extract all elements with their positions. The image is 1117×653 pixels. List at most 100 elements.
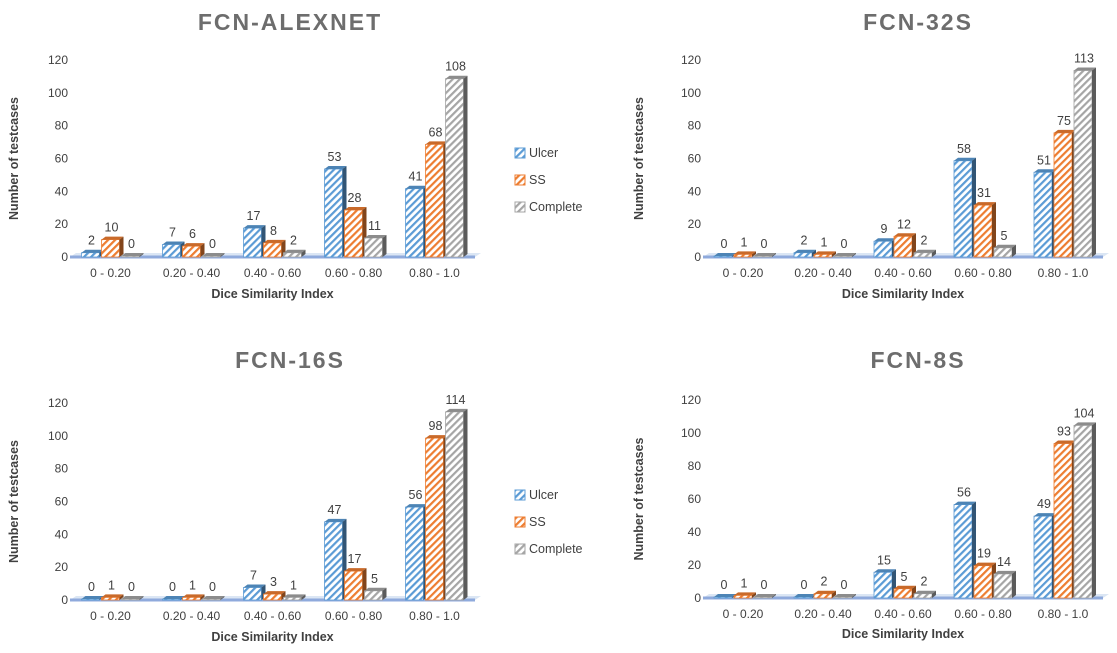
bar-complete-1 bbox=[121, 596, 144, 601]
bar-ulcer-5 bbox=[1033, 169, 1056, 258]
x-axis-label: Dice Similarity Index bbox=[211, 630, 333, 644]
legend-swatch-ss bbox=[514, 516, 526, 528]
x-tick-label: 0.40 - 0.60 bbox=[244, 266, 302, 280]
data-label: 0 bbox=[761, 237, 768, 251]
y-tick-label: 80 bbox=[55, 119, 69, 133]
bar-ss-1 bbox=[101, 594, 124, 601]
bar-ulcer-4 bbox=[324, 165, 347, 258]
data-label: 113 bbox=[1074, 51, 1094, 65]
data-label: 1 bbox=[189, 578, 196, 592]
bar-ss-3 bbox=[263, 591, 286, 601]
bar-complete-2 bbox=[833, 594, 856, 599]
y-tick-label: 0 bbox=[694, 591, 701, 605]
data-label: 2 bbox=[921, 234, 928, 248]
x-tick-label: 0 - 0.20 bbox=[723, 607, 764, 621]
data-label: 1 bbox=[108, 578, 115, 592]
x-tick-label: 0.80 - 1.0 bbox=[1038, 607, 1089, 621]
y-tick-label: 60 bbox=[688, 492, 702, 506]
data-label: 1 bbox=[821, 235, 828, 249]
x-axis-label: Dice Similarity Index bbox=[211, 287, 333, 301]
data-label: 7 bbox=[250, 569, 257, 583]
x-tick-label: 0.60 - 0.80 bbox=[954, 266, 1012, 280]
bar-ss-4 bbox=[973, 562, 996, 599]
data-label: 53 bbox=[328, 150, 342, 164]
data-label: 0 bbox=[801, 578, 808, 592]
legend-label-ulcer: Ulcer bbox=[529, 488, 558, 502]
bar-complete-3 bbox=[913, 249, 936, 258]
bar-complete-4 bbox=[993, 244, 1016, 258]
y-tick-label: 100 bbox=[681, 426, 701, 440]
legend: Ulcer SS Complete bbox=[514, 146, 583, 214]
data-label: 0 bbox=[88, 580, 95, 594]
x-tick-label: 0.40 - 0.60 bbox=[244, 609, 302, 623]
x-tick-label: 0.60 - 0.80 bbox=[954, 607, 1012, 621]
data-label: 5 bbox=[371, 572, 378, 586]
bar-ss-1 bbox=[733, 251, 756, 258]
y-tick-label: 80 bbox=[688, 119, 702, 133]
legend-swatch-ulcer bbox=[514, 147, 526, 159]
bar-complete-5 bbox=[1073, 67, 1096, 258]
x-tick-label: 0.60 - 0.80 bbox=[325, 266, 383, 280]
y-tick-label: 60 bbox=[55, 495, 69, 509]
x-tick-label: 0.20 - 0.40 bbox=[163, 609, 221, 623]
data-label: 0 bbox=[721, 578, 728, 592]
y-tick-label: 20 bbox=[55, 217, 69, 231]
bar-ss-4 bbox=[344, 207, 367, 258]
y-tick-label: 80 bbox=[688, 459, 702, 473]
chart-title: FCN-8S bbox=[870, 347, 965, 373]
data-label: 56 bbox=[957, 486, 971, 500]
bar-complete-1 bbox=[121, 253, 144, 258]
data-label: 51 bbox=[1037, 153, 1051, 167]
bar-ulcer-5 bbox=[1033, 513, 1056, 599]
bar-ss-5 bbox=[1053, 129, 1076, 258]
bar-ulcer-1 bbox=[81, 596, 104, 601]
data-label: 0 bbox=[761, 578, 768, 592]
bar-ulcer-2 bbox=[793, 249, 816, 258]
bar-ss-1 bbox=[101, 236, 124, 258]
y-tick-label: 20 bbox=[55, 560, 69, 574]
y-tick-label: 120 bbox=[48, 53, 68, 67]
data-label: 6 bbox=[189, 227, 196, 241]
y-tick-label: 0 bbox=[694, 250, 701, 264]
y-axis-label: Number of testcases bbox=[7, 97, 21, 220]
data-label: 31 bbox=[977, 186, 991, 200]
bar-ulcer-5 bbox=[405, 185, 428, 258]
legend: Ulcer SS Complete bbox=[514, 488, 583, 556]
data-label: 0 bbox=[169, 580, 176, 594]
data-label: 2 bbox=[88, 234, 95, 248]
bar-ulcer-2 bbox=[162, 596, 185, 601]
data-label: 2 bbox=[921, 575, 928, 589]
data-label: 9 bbox=[881, 222, 888, 236]
x-tick-label: 0.40 - 0.60 bbox=[874, 266, 932, 280]
bar-complete-3 bbox=[283, 594, 306, 601]
y-tick-label: 20 bbox=[688, 558, 702, 572]
data-label: 28 bbox=[348, 191, 362, 205]
bar-complete-1 bbox=[753, 253, 776, 258]
y-axis-label: Number of testcases bbox=[632, 437, 646, 560]
y-tick-label: 40 bbox=[688, 525, 702, 539]
data-label: 19 bbox=[977, 547, 991, 561]
data-label: 68 bbox=[429, 125, 443, 139]
legend-label-ss: SS bbox=[529, 515, 546, 529]
bar-ss-4 bbox=[973, 202, 996, 258]
x-tick-label: 0 - 0.20 bbox=[90, 266, 131, 280]
bar-ulcer-4 bbox=[953, 501, 976, 599]
data-label: 2 bbox=[801, 234, 808, 248]
bar-ulcer-3 bbox=[243, 225, 266, 258]
data-label: 10 bbox=[105, 221, 119, 235]
data-label: 75 bbox=[1057, 114, 1071, 128]
y-tick-label: 120 bbox=[681, 393, 701, 407]
data-label: 5 bbox=[901, 570, 908, 584]
legend-swatch-ulcer bbox=[514, 489, 526, 501]
bar-ulcer-3 bbox=[243, 584, 266, 601]
bar-ss-4 bbox=[344, 568, 367, 601]
bar-complete-3 bbox=[283, 249, 306, 258]
bar-ss-2 bbox=[182, 243, 205, 258]
data-label: 104 bbox=[1074, 406, 1095, 420]
bar-complete-5 bbox=[445, 408, 468, 601]
data-label: 14 bbox=[997, 555, 1011, 569]
bar-ss-2 bbox=[182, 594, 205, 601]
data-label: 17 bbox=[348, 552, 362, 566]
